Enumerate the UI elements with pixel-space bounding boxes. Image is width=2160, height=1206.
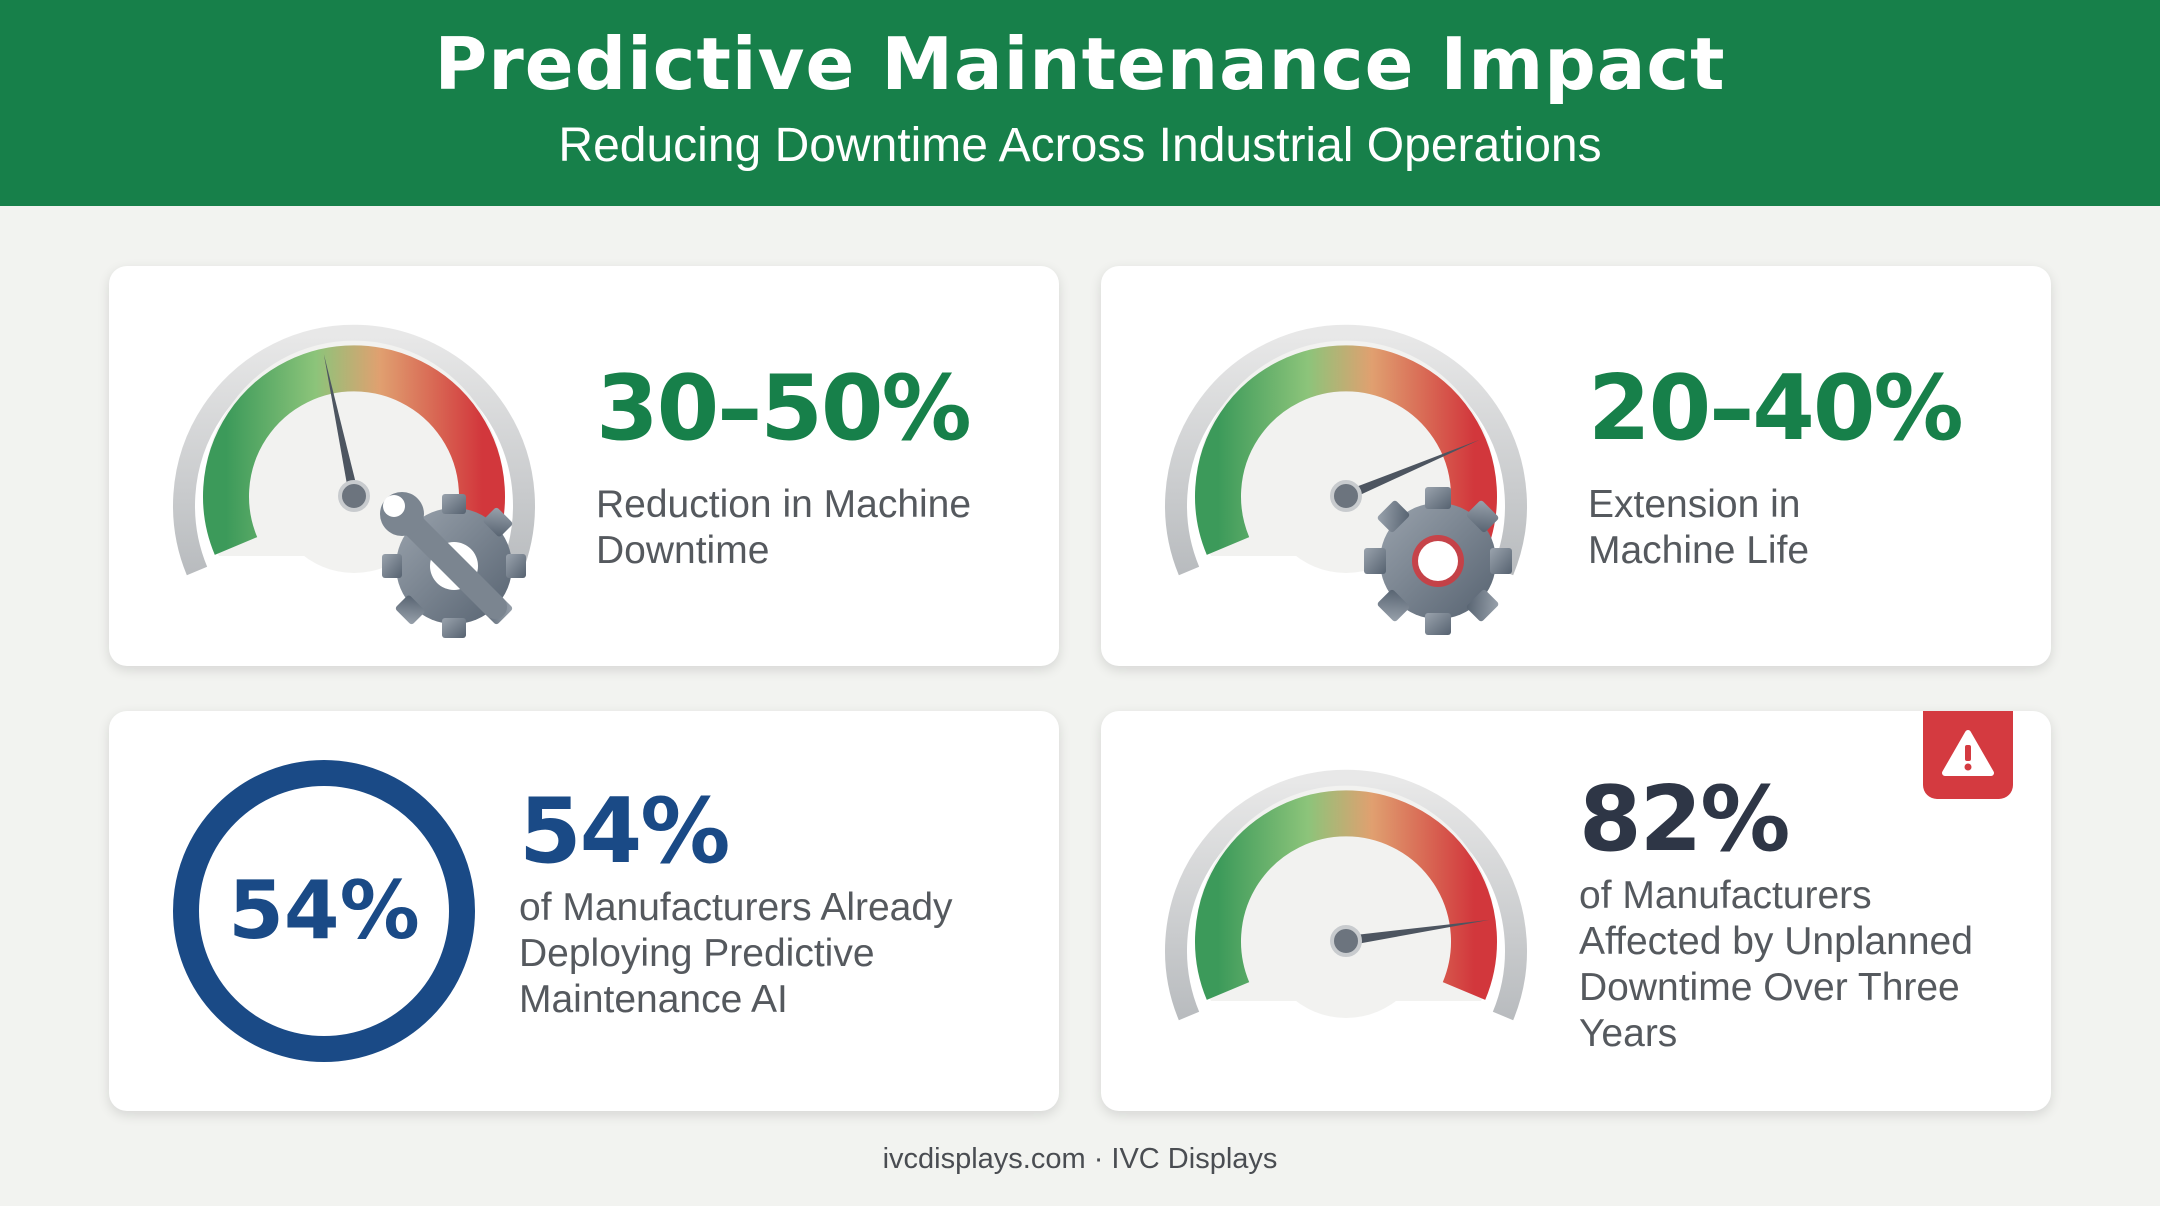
footer-credit: ivcdisplays.com · IVC Displays bbox=[882, 1143, 1278, 1175]
page-title: Predictive Maintenance Impact bbox=[434, 22, 1726, 106]
gear-wrench-icon bbox=[380, 492, 526, 638]
warning-icon bbox=[1942, 730, 1994, 776]
stat-value: 82% bbox=[1579, 767, 1790, 872]
header-banner: Predictive Maintenance Impact Reducing D… bbox=[0, 0, 2160, 206]
gauge-needle bbox=[1342, 919, 1490, 947]
stat-card-machine-life: 20–40% Extension in Machine Life bbox=[1101, 266, 2051, 666]
gear-icon bbox=[1364, 487, 1512, 635]
gauge-icon bbox=[1165, 324, 1527, 635]
gauge-needle bbox=[323, 354, 360, 500]
stat-card-unplanned-downtime: 82% of Manufacturers Affected by Unplann… bbox=[1101, 711, 2051, 1111]
stat-label: Reduction in Machine Downtime bbox=[596, 483, 972, 572]
stat-card-adoption: 54% 54% of Manufacturers Already Deployi… bbox=[109, 711, 1059, 1111]
ring-value: 54% bbox=[228, 864, 419, 957]
stat-label: Extension in Machine Life bbox=[1588, 483, 1810, 572]
stat-label: of Manufacturers Affected by Unplanned D… bbox=[1579, 874, 1973, 1055]
stat-value: 54% bbox=[519, 779, 730, 884]
gauge-icon bbox=[1165, 769, 1527, 1021]
stat-value: 30–50% bbox=[596, 356, 972, 461]
alert-badge bbox=[1923, 711, 2013, 799]
page-subtitle: Reducing Downtime Across Industrial Oper… bbox=[558, 119, 1602, 172]
stat-label: of Manufacturers Already Deploying Predi… bbox=[519, 886, 953, 1021]
stat-value: 20–40% bbox=[1588, 356, 1964, 461]
gauge-needle bbox=[1341, 439, 1480, 502]
stat-card-downtime: 30–50% Reduction in Machine Downtime bbox=[109, 266, 1059, 666]
gauge-icon bbox=[173, 324, 535, 638]
progress-ring: 54% bbox=[173, 760, 475, 1062]
